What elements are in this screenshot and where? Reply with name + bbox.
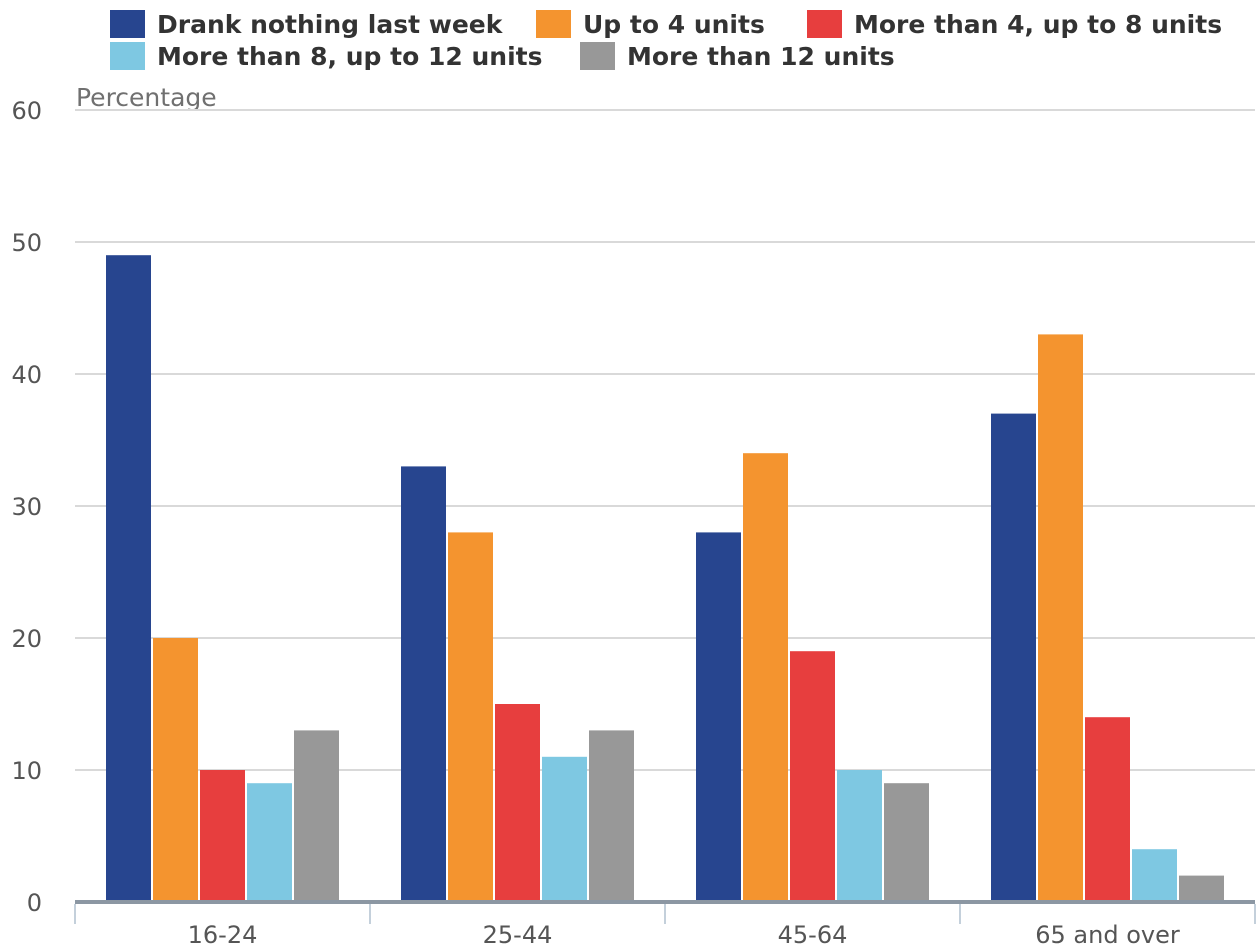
- bar-drank-nothing-last-week-45-64: [696, 532, 741, 902]
- legend-label: More than 12 units: [627, 42, 895, 71]
- legend-item-more-than-12-units: More than 12 units: [580, 42, 895, 71]
- bar-more-than-8-up-to-12-units-25-44: [542, 756, 587, 902]
- bar-group-16-24: [106, 255, 339, 902]
- y-tick-label: 50: [11, 229, 42, 257]
- bar-more-than-4-up-to-8-units-65-and-over: [1085, 717, 1130, 902]
- y-tick-label: 40: [11, 361, 42, 389]
- x-tick-label: 45-64: [778, 921, 848, 949]
- bar-group-45-64: [696, 453, 929, 902]
- bar-more-than-8-up-to-12-units-65-and-over: [1132, 849, 1177, 902]
- bar-more-than-4-up-to-8-units-25-44: [495, 704, 540, 902]
- y-axis-title: Percentage: [76, 83, 217, 112]
- legend-swatch: [580, 42, 615, 70]
- y-tick-label: 10: [11, 757, 42, 785]
- legend-swatch: [110, 42, 145, 70]
- bar-up-to-4-units-16-24: [153, 638, 198, 902]
- x-tick-label: 25-44: [483, 921, 553, 949]
- y-tick-label: 0: [27, 889, 42, 917]
- bar-more-than-4-up-to-8-units-16-24: [200, 770, 245, 902]
- bars: [106, 255, 1224, 902]
- bar-group-25-44: [401, 466, 634, 902]
- legend-label: More than 8, up to 12 units: [157, 42, 542, 71]
- bar-more-than-12-units-45-64: [884, 783, 929, 902]
- bar-up-to-4-units-45-64: [743, 453, 788, 902]
- x-tick-label: 65 and over: [1035, 921, 1180, 949]
- y-tick-label: 30: [11, 493, 42, 521]
- bar-more-than-12-units-25-44: [589, 730, 634, 902]
- bar-up-to-4-units-65-and-over: [1038, 334, 1083, 902]
- bar-more-than-8-up-to-12-units-16-24: [247, 783, 292, 902]
- legend-item-drank-nothing-last-week: Drank nothing last week: [110, 10, 504, 39]
- legend-swatch: [807, 10, 842, 38]
- bar-up-to-4-units-25-44: [448, 532, 493, 902]
- y-tick-label: 60: [11, 97, 42, 125]
- bar-more-than-4-up-to-8-units-45-64: [790, 651, 835, 902]
- x-tick-label: 16-24: [188, 921, 258, 949]
- x-axis: 16-24 25-44 45-64 65 and over: [74, 900, 1256, 949]
- legend-item-up-to-4-units: Up to 4 units: [536, 10, 765, 39]
- legend-label: Drank nothing last week: [157, 10, 504, 39]
- bar-drank-nothing-last-week-25-44: [401, 466, 446, 902]
- legend-item-more-than-4-up-to-8-units: More than 4, up to 8 units: [807, 10, 1222, 39]
- legend-label: More than 4, up to 8 units: [854, 10, 1222, 39]
- y-axis-ticks: 0 10 20 30 40 50 60: [11, 97, 42, 917]
- bar-more-than-12-units-65-and-over: [1179, 875, 1224, 902]
- legend: Drank nothing last week Up to 4 units More…: [110, 10, 1222, 71]
- legend-label: Up to 4 units: [583, 10, 765, 39]
- bar-more-than-8-up-to-12-units-45-64: [837, 770, 882, 902]
- legend-item-more-than-8-up-to-12-units: More than 8, up to 12 units: [110, 42, 542, 71]
- y-tick-label: 20: [11, 625, 42, 653]
- legend-swatch: [110, 10, 145, 38]
- bar-drank-nothing-last-week-65-and-over: [991, 413, 1036, 902]
- bar-more-than-12-units-16-24: [294, 730, 339, 902]
- legend-swatch: [536, 10, 571, 38]
- bar-drank-nothing-last-week-16-24: [106, 255, 151, 902]
- bar-group-65-and-over: [991, 334, 1224, 902]
